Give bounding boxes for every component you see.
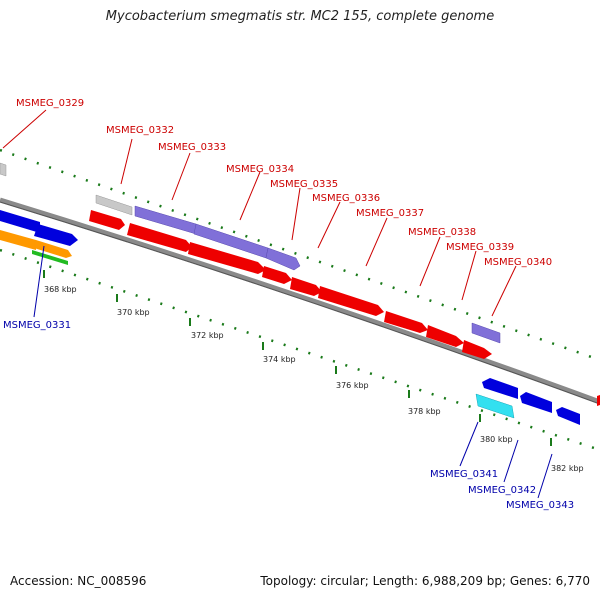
gene-label[interactable]: MSMEG_0332 [106, 125, 174, 136]
gene-0334r[interactable] [188, 242, 266, 274]
major-ticks [43, 270, 552, 446]
gene-0339[interactable] [426, 325, 464, 347]
gene-label[interactable]: MSMEG_0336 [312, 193, 380, 204]
accession-text: Accession: NC_008596 [10, 574, 147, 588]
minus-gene-labels: MSMEG_0331 MSMEG_0341 MSMEG_0342 MSMEG_0… [3, 320, 574, 511]
scale-label: 368 kbp [44, 285, 77, 294]
inner-tick-ring [0, 248, 600, 452]
gene-label[interactable]: MSMEG_0329 [16, 98, 84, 109]
gene-0341[interactable] [475, 393, 515, 419]
gene-0335r[interactable] [262, 266, 292, 284]
plus-strand-features [0, 162, 600, 406]
gene-label[interactable]: MSMEG_0333 [158, 142, 226, 153]
scale-label: 370 kbp [117, 308, 150, 317]
plus-gene-labels: MSMEG_0329 MSMEG_0332 MSMEG_0333 MSMEG_0… [16, 98, 552, 268]
gene-label[interactable]: MSMEG_0337 [356, 208, 424, 219]
scale-label: 374 kbp [263, 355, 296, 364]
gene-0329[interactable] [0, 162, 7, 177]
gene-label[interactable]: MSMEG_0338 [408, 227, 476, 238]
gene-0331b[interactable] [34, 240, 72, 258]
gene-0338[interactable] [384, 311, 428, 333]
gene-label[interactable]: MSMEG_0331 [3, 320, 71, 331]
gene-0343[interactable] [556, 407, 580, 425]
scale-label: 376 kbp [336, 381, 369, 390]
scale-label: 382 kbp [551, 464, 584, 473]
gene-0332[interactable] [89, 210, 125, 230]
genome-summary: Topology: circular; Length: 6,988,209 bp… [260, 574, 590, 588]
minus-leader-lines [33, 245, 553, 499]
gene-0331a[interactable] [0, 230, 36, 250]
gene-0331c[interactable] [32, 250, 68, 265]
minus-strand-features [0, 210, 580, 425]
gene-label[interactable]: MSMEG_0343 [506, 500, 574, 511]
plus-leader-lines [2, 109, 517, 317]
gene-0330b[interactable] [34, 224, 78, 246]
gene-label[interactable]: MSMEG_0335 [270, 179, 338, 190]
outer-tick-ring [0, 148, 600, 362]
scale-label: 380 kbp [480, 435, 513, 444]
gene-0340a[interactable] [471, 322, 501, 344]
gene-label[interactable]: MSMEG_0334 [226, 164, 294, 175]
gene-0342[interactable] [520, 392, 552, 413]
gene-0336[interactable] [290, 277, 322, 296]
gene-0340[interactable] [462, 340, 492, 359]
scale-label: 372 kbp [191, 331, 224, 340]
genome-backbone [0, 197, 600, 405]
gene-0341b[interactable] [482, 378, 518, 399]
gene-label[interactable]: MSMEG_0339 [446, 242, 514, 253]
gene-0332a[interactable] [95, 194, 133, 216]
gene-0335[interactable] [265, 247, 301, 271]
gene-0330[interactable] [0, 210, 40, 233]
gene-label[interactable]: MSMEG_0341 [430, 469, 498, 480]
scale-labels: 368 kbp 370 kbp 372 kbp 374 kbp 376 kbp … [44, 285, 584, 473]
gene-0333r[interactable] [127, 223, 192, 252]
gene-edge[interactable] [597, 395, 600, 406]
gene-0337[interactable] [318, 286, 384, 316]
scale-label: 378 kbp [408, 407, 441, 416]
gene-label[interactable]: MSMEG_0340 [484, 257, 552, 268]
map-title: Mycobacterium smegmatis str. MC2 155, co… [105, 9, 495, 24]
gene-label[interactable]: MSMEG_0342 [468, 485, 536, 496]
